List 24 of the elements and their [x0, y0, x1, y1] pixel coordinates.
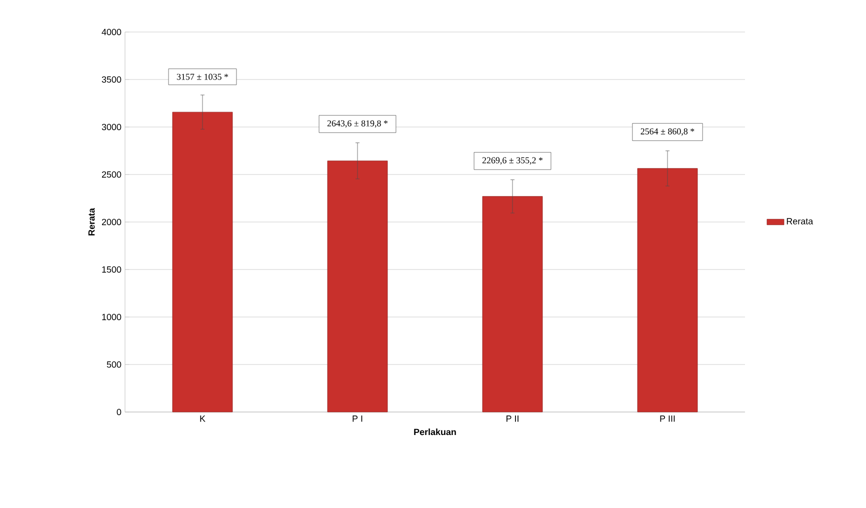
y-tick-label: 1500 — [102, 266, 122, 273]
y-tick-label: 2500 — [102, 171, 122, 178]
x-tick-label: P I — [352, 416, 362, 422]
y-tick-label: 0 — [116, 408, 122, 416]
y-tick-label: 1000 — [102, 314, 122, 320]
y-tick-label: 4000 — [102, 28, 122, 36]
bar — [637, 168, 698, 412]
annotation: 2643,6 ± 819,8 * — [327, 120, 388, 128]
annotation: 3157 ± 1035 * — [176, 74, 228, 80]
y-axis-title: Rerata — [88, 208, 95, 236]
y-tick-label: 2000 — [102, 218, 122, 226]
legend-label: Rerata — [786, 218, 814, 224]
bar — [482, 196, 543, 412]
bar — [172, 112, 233, 412]
x-axis-title: Perlakuan — [414, 428, 456, 436]
x-tick-label: K — [200, 416, 206, 422]
x-tick-label: P II — [506, 416, 518, 422]
annotation: 2269,6 ± 355,2 * — [482, 157, 543, 165]
bar — [327, 160, 388, 412]
y-tick-label: 500 — [106, 361, 122, 368]
y-tick-label: 3500 — [102, 76, 122, 83]
y-tick-label: 3000 — [102, 124, 122, 130]
annotation: 2564 ± 860,8 * — [640, 128, 694, 136]
x-tick-label: P III — [660, 416, 675, 422]
